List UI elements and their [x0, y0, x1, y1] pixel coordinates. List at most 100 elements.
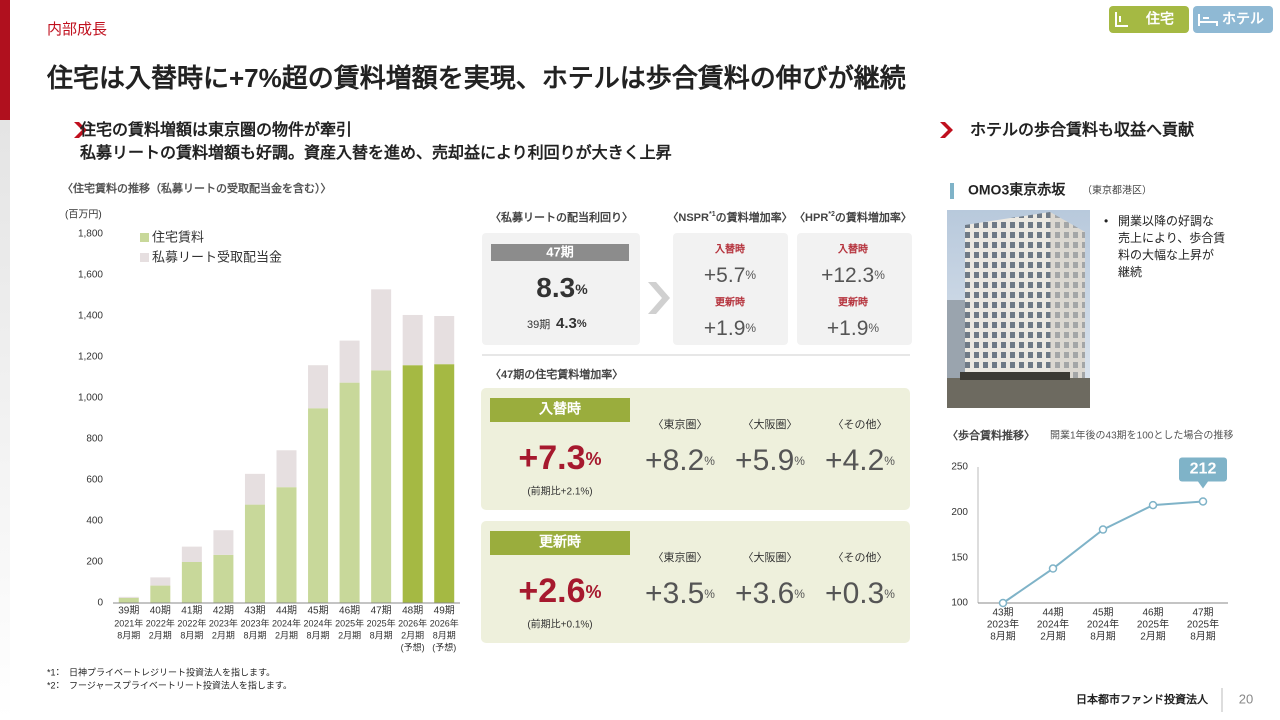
region-name: 〈東京圏〉	[653, 551, 708, 564]
value: +3.5	[645, 577, 704, 610]
x-sublabel: 8月期	[243, 630, 266, 640]
x-sublabel: 2025年	[335, 617, 364, 628]
x-sublabel: 2月期	[212, 630, 235, 640]
y-tick-label: 1,600	[78, 270, 103, 281]
y-tick-label: 1,800	[78, 229, 103, 240]
y-unit: (百万円)	[65, 209, 102, 221]
bar-segment	[276, 487, 297, 603]
x-sublabel: 8月期	[1090, 631, 1116, 643]
x-sublabel: 2月期	[275, 630, 298, 640]
x-tick-label: 46期	[339, 605, 360, 617]
tag-icon	[1198, 14, 1218, 26]
accent-bar	[0, 0, 10, 120]
tag-icon	[1115, 12, 1128, 27]
region-name: 〈東京圏〉	[653, 418, 708, 431]
x-sublabel: 2024年	[304, 617, 333, 628]
title-part: の賃料増加率〉	[716, 210, 793, 224]
y-tick-label: 800	[86, 434, 103, 445]
x-sublabel: (予想)	[401, 641, 425, 652]
bar-segment	[339, 382, 360, 603]
callout-label: 212	[1190, 461, 1217, 478]
x-sublabel: 8月期	[307, 630, 330, 640]
x-tick-label: 40期	[150, 605, 171, 617]
x-sublabel: 8月期	[180, 630, 203, 640]
tag-residence	[1109, 6, 1189, 33]
y-tick-label: 0	[97, 598, 103, 609]
bar-segment	[339, 340, 360, 383]
x-sublabel: 8月期	[990, 631, 1016, 643]
slide-title: 住宅は入替時に+7%超の賃料増額を実現、ホテルは歩合賃料の伸びが継続	[46, 63, 906, 93]
box-title: 〈47期の住宅賃料増加率〉	[490, 367, 623, 381]
x-sublabel: 2月期	[1140, 631, 1166, 643]
value-text: +4.2%	[825, 444, 895, 477]
bar-segment	[402, 365, 423, 603]
photo-canopy	[960, 372, 1070, 380]
panel-label-band	[490, 531, 630, 555]
unit: %	[586, 449, 602, 469]
chart-title: 〈歩合賃料推移〉	[947, 428, 1035, 442]
rate-label: 更新時	[838, 296, 868, 309]
title-part: の賃料増加率〉	[835, 210, 912, 224]
box-title: 〈私募リートの配当利回り〉	[490, 210, 633, 224]
bar-segment	[371, 370, 392, 603]
yield-value: 8.3%	[536, 272, 588, 303]
value-text: +0.3%	[825, 577, 895, 610]
x-sublabel: 2024年	[1037, 618, 1069, 631]
value-text: +3.5%	[645, 577, 715, 610]
rate-label: 入替時	[714, 243, 745, 256]
unit: %	[575, 281, 588, 297]
callout-box	[1179, 457, 1227, 482]
title-part: 〈HPR	[794, 211, 828, 224]
heading: 住宅の賃料増額は東京圏の物件が牽引	[79, 120, 352, 139]
chart-subtitle: 開業1年後の43期を100とした場合の推移	[1050, 429, 1233, 442]
x-tick-label: 47期	[1192, 607, 1213, 619]
bullet-dot: •	[1104, 214, 1108, 228]
x-tick-label: 45期	[307, 605, 328, 617]
value-text: +5.7%	[704, 264, 756, 287]
bar-segment	[118, 597, 139, 603]
side-gradient	[0, 120, 10, 720]
unit: %	[745, 321, 756, 335]
unit: %	[704, 587, 715, 601]
value-text: +1.9%	[827, 317, 879, 340]
x-tick-label: 44期	[276, 605, 297, 617]
x-tick-label: 48期	[402, 605, 423, 617]
x-sublabel: 2026年	[398, 617, 427, 628]
section-label: 内部成長	[47, 21, 107, 38]
value: +8.2	[645, 444, 704, 477]
chart-title: 〈住宅賃料の推移（私募リートの受取配当金を含む）〉	[62, 181, 332, 195]
x-sublabel: 2月期	[401, 630, 424, 640]
bar-segment	[213, 554, 234, 603]
company: 日本都市ファンド投資法人	[1076, 692, 1209, 706]
value: +5.7	[704, 264, 745, 287]
bar-segment	[150, 585, 171, 603]
x-sublabel: 2023年	[987, 618, 1019, 631]
rate-label: 入替時	[837, 243, 868, 256]
prev-value: 4.3%	[556, 315, 587, 332]
prev-period: 39期	[527, 318, 550, 331]
y-tick-label: 150	[951, 552, 968, 563]
x-tick-label: 41期	[181, 605, 202, 617]
hotel-photo	[947, 210, 1090, 408]
tag-label: ホテル	[1222, 11, 1264, 27]
bar-segment	[308, 365, 329, 409]
panel-label: 入替時	[538, 401, 581, 417]
x-sublabel: 2025年	[1187, 618, 1219, 631]
bar-segment	[434, 364, 455, 603]
x-sublabel: 2月期	[149, 630, 172, 640]
x-tick-label: 49期	[434, 605, 455, 617]
value: +1.9	[704, 317, 745, 340]
value: +3.6	[735, 577, 794, 610]
x-sublabel: 8月期	[370, 630, 393, 640]
line-point	[1098, 525, 1108, 534]
bar-segment	[213, 530, 234, 555]
x-tick-label: 46期	[1142, 607, 1163, 619]
hotel-location: （東京都港区）	[1082, 184, 1152, 197]
region-name: 〈大阪圏〉	[743, 417, 798, 431]
x-tick-label: 43期	[992, 607, 1013, 619]
unit: %	[868, 321, 879, 335]
line-point	[1198, 497, 1208, 506]
box-title: 〈HPR*2の賃料増加率〉	[794, 210, 912, 224]
panel-note: (前期比+2.1%)	[527, 485, 592, 498]
